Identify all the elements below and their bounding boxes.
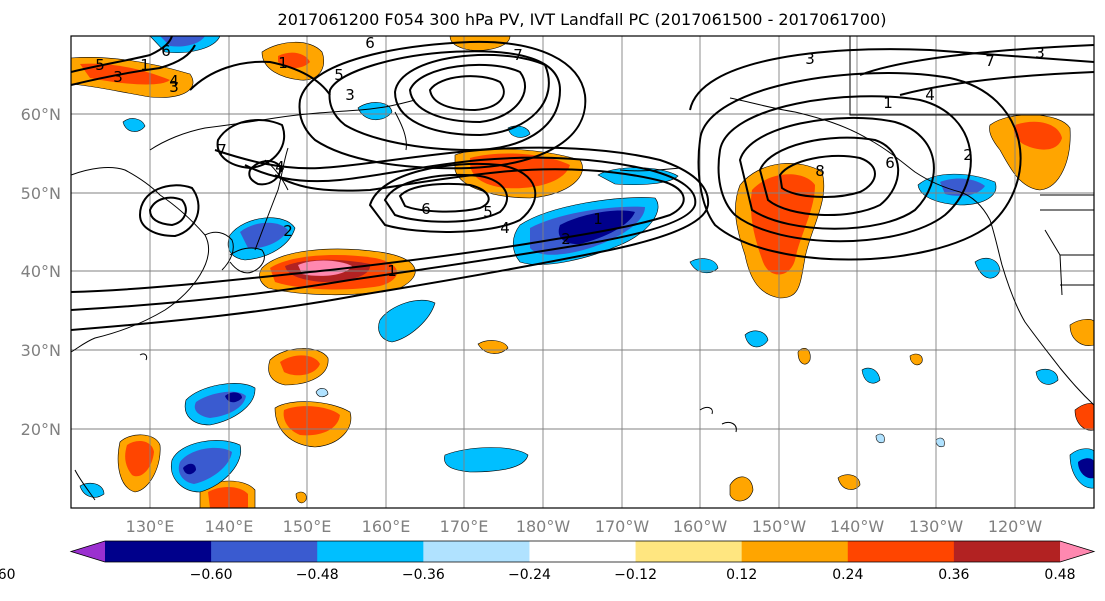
contour-label: 5 <box>483 203 493 221</box>
colorbar-tick-label: 0.24 <box>832 567 863 583</box>
lon-label: 130°E <box>126 517 175 536</box>
colorbar-segment <box>71 541 105 562</box>
contour-label: 5 <box>95 56 105 74</box>
positive-anomaly-region <box>729 476 754 502</box>
lon-label: 160°W <box>673 517 728 536</box>
lon-label: 140°E <box>205 517 254 536</box>
colorbar-tick-label: −0.60 <box>190 567 233 583</box>
negative-anomaly-region <box>861 367 881 384</box>
positive-anomaly-region <box>295 491 307 504</box>
colorbar-tick-label: −0.48 <box>296 567 339 583</box>
contour-label: 4 <box>500 219 510 237</box>
negative-anomaly-region <box>974 257 1001 279</box>
colorbar-labels: −0.60 −0.48 −0.36 −0.24 −0.12 0.12 0.24 0.36 0.4… <box>0 567 1076 583</box>
colorbar-segment <box>211 541 318 562</box>
negative-anomaly-region <box>315 388 329 398</box>
colorbar-segment <box>635 541 743 562</box>
positive-anomaly-region <box>797 347 811 365</box>
contour-label: 8 <box>815 162 825 180</box>
contour-label: 6 <box>421 200 431 218</box>
lat-label: 40°N <box>21 262 61 281</box>
negative-anomaly-region <box>744 330 769 348</box>
contour-label: 7 <box>985 52 995 70</box>
contour-label: 1 <box>593 210 603 228</box>
latitude-labels: 60°N 50°N 40°N 30°N 20°N <box>21 105 61 439</box>
contour-label: 3 <box>169 78 179 96</box>
colorbar-tick-label: −0.36 <box>402 567 445 583</box>
contour-label: 1 <box>140 56 150 74</box>
negative-anomaly-region <box>935 437 945 448</box>
map-panel: 6 3 1 5 3 1 6 5 4 7 4 2 1 5 3 8 6 7 2 1 … <box>71 34 1094 508</box>
contour-label: 1 <box>883 94 893 112</box>
contour-labels: 6 3 1 5 3 1 6 5 4 7 4 2 1 5 3 8 6 7 2 1 … <box>95 34 1045 280</box>
contour-label: 7 <box>513 46 523 64</box>
lon-label: 140°W <box>830 517 885 536</box>
contour-label: 3 <box>805 50 815 68</box>
colorbar-outline <box>69 540 1096 563</box>
negative-anomaly-region <box>122 118 146 132</box>
colorbar <box>69 540 1096 563</box>
colorbar-tick-label: 0.36 <box>938 567 969 583</box>
lon-label: 160°E <box>362 517 411 536</box>
colorbar-tick-label: 0.48 <box>1044 567 1075 583</box>
contour-label: 3 <box>113 68 123 86</box>
negative-anomaly-region <box>875 433 885 444</box>
map-frame <box>70 35 1095 509</box>
negative-anomaly-region <box>444 447 529 473</box>
colorbar-tick-label: −0.24 <box>508 567 551 583</box>
negative-anomaly-region <box>1035 368 1059 385</box>
contour-label: 3 <box>1035 44 1045 62</box>
lon-label: 120°W <box>988 517 1043 536</box>
contour-label: 2 <box>963 146 973 164</box>
lat-label: 20°N <box>21 420 61 439</box>
lon-label: 170°E <box>440 517 489 536</box>
positive-anomaly-region <box>1069 319 1094 346</box>
lat-label: 50°N <box>21 184 61 203</box>
lat-label: 30°N <box>21 341 61 360</box>
lon-label: 180°W <box>516 517 571 536</box>
contour-label: 7 <box>217 141 227 159</box>
contour-label: 6 <box>365 34 375 52</box>
colorbar-segment <box>847 541 955 562</box>
positive-anomaly-region <box>909 353 923 366</box>
contour-label: 2 <box>561 230 571 248</box>
contour-label: 6 <box>885 154 895 172</box>
longitude-labels: 130°E 140°E 150°E 160°E 170°E 180°W 170°… <box>126 517 1043 536</box>
colorbar-segment <box>105 541 212 562</box>
contour-label: 4 <box>925 86 935 104</box>
positive-anomaly-region <box>1074 403 1094 431</box>
contour-label: 2 <box>283 222 293 240</box>
lon-label: 130°W <box>909 517 964 536</box>
map-title: 2017061200 F054 300 hPa PV, IVT Landfall… <box>278 10 887 29</box>
contour-label: 3 <box>345 86 355 104</box>
contour-label: 1 <box>387 262 397 280</box>
colorbar-tick-label: 0.60 <box>0 567 16 583</box>
lat-label: 60°N <box>21 105 61 124</box>
colorbar-segment <box>741 541 849 562</box>
negative-anomaly-region <box>378 299 436 343</box>
contour-label: 4 <box>275 158 285 176</box>
contour-label: 6 <box>161 42 171 60</box>
colorbar-segment <box>1060 541 1094 562</box>
colorbar-tick-label: −0.12 <box>614 567 657 583</box>
contour-label: 4 <box>169 72 179 90</box>
contour-label: 1 <box>278 54 288 72</box>
colorbar-segment <box>317 541 424 562</box>
colorbar-segment <box>529 541 637 562</box>
contour-label: 5 <box>334 66 344 84</box>
colorbar-segment <box>953 541 1061 562</box>
colorbar-segment <box>423 541 530 562</box>
lon-label: 150°W <box>752 517 807 536</box>
lon-label: 170°W <box>595 517 650 536</box>
lon-label: 150°E <box>283 517 332 536</box>
positive-anomaly-region <box>837 474 861 490</box>
pv-contours <box>71 36 1094 331</box>
colorbar-tick-label: 0.12 <box>726 567 757 583</box>
